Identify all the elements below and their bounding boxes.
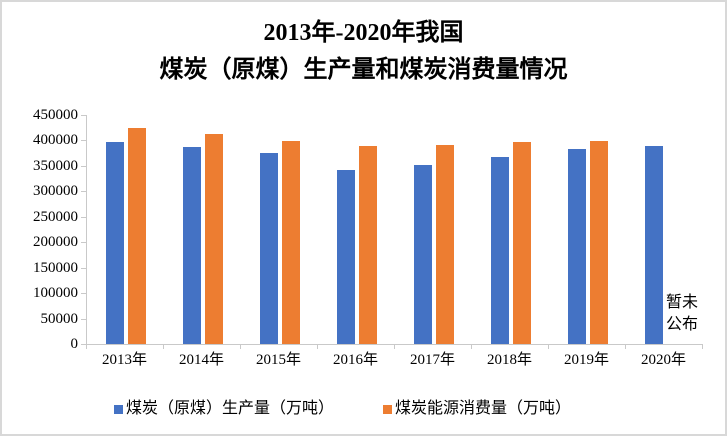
y-tick-label: 100000 xyxy=(33,285,78,302)
bar-2015年 xyxy=(281,141,300,344)
legend-item: 煤炭（原煤）生产量（万吨） xyxy=(114,399,334,419)
legend-label: 煤炭（原煤）生产量（万吨） xyxy=(126,400,335,417)
y-tick-mark xyxy=(81,140,86,141)
y-tick-label: 250000 xyxy=(33,208,78,225)
annotation-not-published: 暂未 公布 xyxy=(666,292,698,336)
chart-title-line2: 煤炭（原煤）生产量和煤炭消费量情况 xyxy=(159,57,568,83)
chart-title: 2013年-2020年我国 煤炭（原煤）生产量和煤炭消费量情况 xyxy=(2,15,725,89)
y-tick-mark xyxy=(81,293,86,294)
y-tick-mark xyxy=(81,319,86,320)
bar-group-2020年 xyxy=(626,115,703,344)
x-tick-mark xyxy=(625,345,626,349)
y-tick-mark xyxy=(81,191,86,192)
bar-group-2014年 xyxy=(164,115,241,344)
bar-2019年 xyxy=(589,141,608,344)
bar-group-2013年 xyxy=(87,115,164,344)
bar-2019年 xyxy=(567,148,586,344)
legend-item: 煤炭能源消费量（万吨） xyxy=(383,399,571,419)
bar-2018年 xyxy=(512,141,531,344)
y-tick-mark xyxy=(81,268,86,269)
x-tick-mark xyxy=(471,345,472,349)
annotation-line2: 公布 xyxy=(666,316,699,333)
x-axis-labels: 2013年 2014年 2015年 2016年 2017年 2018年 2019年 2020年 xyxy=(86,350,702,370)
bar-group-2015年 xyxy=(241,115,318,344)
legend-marker-icon xyxy=(114,404,123,414)
bar-2015年 xyxy=(259,153,278,344)
bar-group-2016年 xyxy=(318,115,395,344)
y-tick-mark xyxy=(81,166,86,167)
x-axis-label: 2019年 xyxy=(563,352,609,368)
bar-2014年 xyxy=(182,147,201,344)
bar-group-2019年 xyxy=(549,115,626,344)
x-tick-mark xyxy=(702,345,703,349)
x-axis-label: 2020年 xyxy=(640,352,686,368)
bar-2020年 xyxy=(644,145,663,344)
x-tick-mark xyxy=(86,345,87,349)
bar-2017年 xyxy=(435,144,454,344)
legend-marker-icon xyxy=(383,404,392,414)
x-tick-mark xyxy=(317,345,318,349)
y-tick-mark xyxy=(81,217,86,218)
y-tick-label: 450000 xyxy=(33,107,78,123)
bar-2013年 xyxy=(105,141,124,344)
y-tick-mark xyxy=(81,115,86,116)
x-axis-label: 2017年 xyxy=(409,352,455,368)
x-axis-label: 2015年 xyxy=(255,352,301,368)
y-tick-label: 50000 xyxy=(40,310,79,327)
x-tick-mark xyxy=(394,345,395,349)
x-tick-mark xyxy=(163,345,164,349)
annotation-line1: 暂未 xyxy=(666,294,699,311)
x-axis-label: 2016年 xyxy=(332,352,378,368)
bar-2018年 xyxy=(490,156,509,344)
x-axis-label: 2014年 xyxy=(178,352,224,368)
y-tick-mark xyxy=(81,242,86,243)
x-tick-mark xyxy=(240,345,241,349)
plot-area xyxy=(86,115,703,345)
y-tick-label: 300000 xyxy=(33,183,78,200)
y-tick-label: 200000 xyxy=(33,234,78,251)
x-axis-label: 2018年 xyxy=(486,352,532,368)
bar-2013年 xyxy=(127,128,146,344)
bar-2017年 xyxy=(413,164,432,344)
y-tick-label: 150000 xyxy=(33,259,78,276)
y-tick-mark xyxy=(81,344,86,345)
x-axis-label: 2013年 xyxy=(101,352,147,368)
bar-group-2018年 xyxy=(472,115,549,344)
bar-2014年 xyxy=(204,133,223,344)
chart-title-line1: 2013年-2020年我国 xyxy=(263,20,464,46)
y-tick-label: 400000 xyxy=(33,132,78,149)
y-tick-label: 350000 xyxy=(33,157,78,174)
bar-group-2017年 xyxy=(395,115,472,344)
bar-2016年 xyxy=(358,146,377,344)
y-tick-label: 0 xyxy=(70,336,79,352)
bar-2016年 xyxy=(336,170,355,344)
legend: 煤炭（原煤）生产量（万吨） 煤炭能源消费量（万吨） xyxy=(2,399,725,423)
x-tick-mark xyxy=(548,345,549,349)
legend-label: 煤炭能源消费量（万吨） xyxy=(395,400,572,417)
